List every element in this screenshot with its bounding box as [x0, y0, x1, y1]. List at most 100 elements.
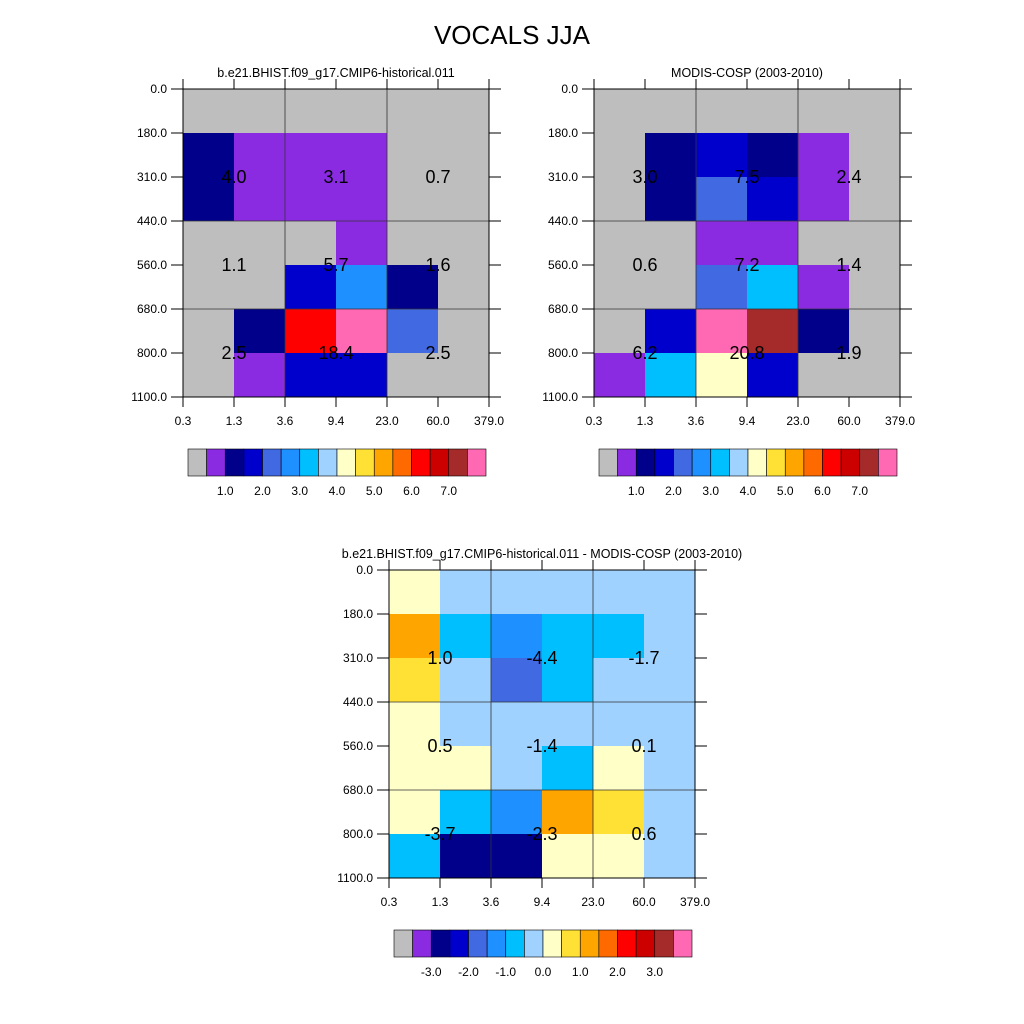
heatmap-cell	[593, 702, 645, 747]
x-tick-label: 3.6	[483, 895, 500, 909]
heatmap-cell	[234, 309, 286, 354]
y-tick-label: 1100.0	[131, 390, 167, 404]
heatmap-cell	[234, 177, 286, 222]
heatmap-cell	[438, 133, 490, 178]
heatmap-cell	[336, 177, 388, 222]
heatmap-cell	[389, 614, 441, 659]
x-tick-label: 9.4	[328, 414, 345, 428]
heatmap-cell	[234, 265, 286, 310]
colorbar-box	[411, 448, 431, 477]
colorbar-label: -3.0	[421, 965, 442, 979]
colorbar-box	[878, 448, 898, 477]
heatmap-cell	[644, 614, 696, 659]
box-value-label: 0.6	[631, 824, 656, 844]
x-tick-label: 9.4	[739, 414, 756, 428]
heatmap-cell	[387, 177, 439, 222]
heatmap-cell	[594, 89, 646, 134]
heatmap-cell	[183, 265, 235, 310]
heatmap-cell	[644, 702, 696, 747]
box-value-label: 0.7	[425, 167, 450, 187]
box-value-label: 5.7	[323, 255, 348, 275]
heatmap-cell	[440, 790, 492, 835]
x-tick-label: 23.0	[375, 414, 399, 428]
heatmap-cell	[438, 309, 490, 354]
heatmap-cell	[491, 658, 543, 703]
colorbar-box	[393, 929, 413, 958]
box-value-label: 1.6	[425, 255, 450, 275]
heatmap-cell	[387, 353, 439, 398]
heatmap-cell	[285, 309, 337, 354]
colorbar-label: 7.0	[440, 484, 457, 498]
box-value-label: -1.4	[526, 736, 557, 756]
colorbar-label: 2.0	[254, 484, 271, 498]
x-tick-label: 1.3	[226, 414, 243, 428]
y-tick-label: 180.0	[343, 607, 373, 621]
heatmap-cell	[491, 746, 543, 791]
colorbar-box	[373, 448, 394, 477]
heatmap-cell	[389, 746, 441, 791]
x-tick-label: 379.0	[474, 414, 504, 428]
colorbar-box	[822, 448, 842, 477]
heatmap-cell	[438, 177, 490, 222]
heatmap-cell	[285, 221, 337, 266]
colorbar-label: -1.0	[495, 965, 516, 979]
box-value-label: 7.5	[734, 167, 759, 187]
y-tick-label: 800.0	[343, 827, 373, 841]
heatmap-cell	[440, 658, 492, 703]
box-value-label: 1.0	[427, 648, 452, 668]
heatmap-cell	[798, 353, 850, 398]
heatmap-cell	[438, 221, 490, 266]
x-tick-label: 60.0	[426, 414, 450, 428]
heatmap-cell	[849, 309, 901, 354]
heatmap-cell	[336, 265, 388, 310]
box-value-label: 2.4	[836, 167, 861, 187]
heatmap-cell	[798, 133, 850, 178]
heatmap-cell	[336, 221, 388, 266]
box-value-label: 3.1	[323, 167, 348, 187]
heatmap-cell	[542, 570, 594, 615]
colorbar-box	[224, 448, 245, 477]
y-tick-label: 1100.0	[337, 871, 373, 885]
heatmap-cell	[387, 221, 439, 266]
box-value-label: -4.4	[526, 648, 557, 668]
heatmap-cell	[593, 834, 645, 879]
heatmap-cell	[849, 89, 901, 134]
colorbar-box	[243, 448, 263, 477]
heatmap-cell	[438, 265, 490, 310]
colorbar-label: 6.0	[814, 484, 831, 498]
panel-title: b.e21.BHIST.f09_g17.CMIP6-historical.011	[217, 66, 454, 80]
figure-title: VOCALS JJA	[433, 20, 591, 50]
x-tick-label: 379.0	[680, 895, 710, 909]
panel-3: b.e21.BHIST.f09_g17.CMIP6-historical.011…	[337, 547, 742, 979]
heatmap-cell	[542, 614, 594, 659]
x-tick-label: 0.3	[381, 895, 398, 909]
y-tick-label: 560.0	[343, 739, 373, 753]
heatmap-cell	[491, 702, 543, 747]
panel-title: MODIS-COSP (2003-2010)	[671, 66, 823, 80]
heatmap-cell	[593, 614, 645, 659]
colorbar-box	[784, 448, 805, 477]
heatmap-cell	[389, 834, 441, 879]
y-tick-label: 680.0	[548, 302, 578, 316]
heatmap-cell	[542, 702, 594, 747]
colorbar-box	[318, 448, 338, 477]
colorbar-label: 5.0	[366, 484, 383, 498]
colorbar-box	[448, 448, 468, 477]
colorbar-box	[673, 929, 693, 958]
y-tick-label: 440.0	[137, 214, 167, 228]
colorbar-box	[635, 929, 656, 958]
y-tick-label: 180.0	[548, 126, 578, 140]
heatmap-cell	[183, 89, 235, 134]
heatmap-cell	[696, 353, 748, 398]
colorbar-box	[561, 929, 581, 958]
heatmap-cell	[645, 133, 697, 178]
box-value-label: 20.8	[729, 343, 764, 363]
heatmap-cell	[440, 746, 492, 791]
heatmap-cell	[798, 309, 850, 354]
heatmap-cell	[594, 265, 646, 310]
colorbar-label: 4.0	[329, 484, 346, 498]
heatmap-cell	[645, 353, 697, 398]
heatmap-cell	[440, 614, 492, 659]
heatmap-cell	[285, 133, 337, 178]
heatmap-cell	[542, 746, 594, 791]
